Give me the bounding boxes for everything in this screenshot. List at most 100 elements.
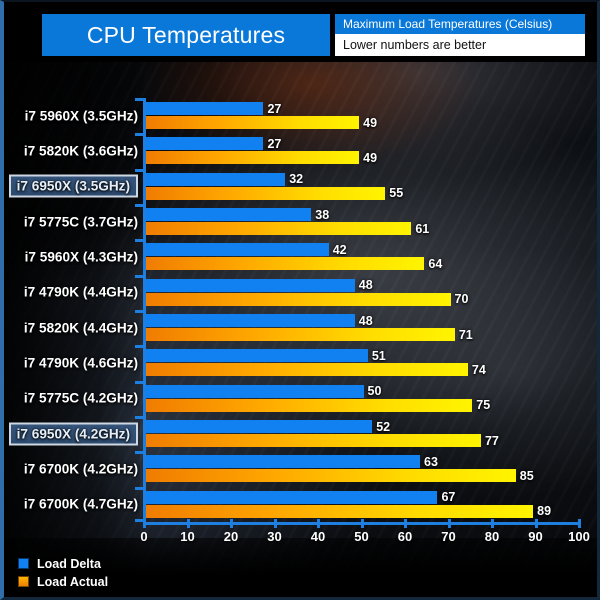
category-label: i7 5960X (4.3GHz) [24,249,138,265]
y-axis-tick [135,486,144,490]
bar-value-label: 48 [358,313,373,328]
x-axis-tick-label: 20 [223,529,239,544]
y-axis-tick [135,345,144,349]
chart-row: i7 5775C (3.7GHz) 38 61 [0,204,600,239]
bar-value-label: 75 [476,398,491,413]
y-axis-tick [135,168,144,172]
x-axis-tick [360,519,364,528]
bar-value-label: 77 [484,433,499,448]
bar-load-actual: 64 [146,257,442,271]
x-axis-tick [186,519,190,528]
x-axis-tick-label: 10 [180,529,195,544]
chart-subtitle: Maximum Load Temperatures (Celsius) [335,14,585,34]
bar-value-label: 63 [424,454,438,469]
legend-item: Load Delta [18,556,108,571]
x-axis-tick-label: 0 [140,529,148,544]
legend-item: Load Actual [18,574,108,589]
y-axis-tick [135,239,144,243]
category-label: i7 5960X (3.5GHz) [24,108,138,124]
bar-load-actual: 89 [146,504,551,518]
chart-row: i7 4790K (4.4GHz) 48 70 [0,275,600,310]
page-title: CPU Temperatures [42,14,330,56]
background-left-vignette [0,0,140,600]
x-axis-tick-label: 40 [310,529,326,544]
chart-row: i7 6700K (4.7GHz) 67 89 [0,487,600,522]
chart-row: i7 6950X (3.5GHz) 32 55 [0,169,600,204]
y-axis-tick [135,98,144,101]
bar-load-actual: 61 [146,222,429,236]
category-label: i7 4790K (4.6GHz) [23,355,138,371]
y-axis-tick [135,204,144,207]
bar-load-delta: 50 [146,384,381,398]
x-axis-tick-label: 90 [528,529,543,544]
y-axis-line [143,98,146,522]
bar-load-actual: 75 [146,398,490,412]
bar-load-delta: 38 [146,208,329,222]
bar-value-label: 61 [415,221,430,236]
legend-label: Load Delta [37,556,101,571]
bar-load-delta: 52 [146,420,390,434]
x-axis-tick [578,519,581,528]
chart-row: i7 5820K (3.6GHz) 27 49 [0,133,600,168]
bar-load-delta: 63 [146,455,438,469]
chart-row: i7 5820K (4.4GHz) 48 71 [0,310,600,345]
bar-load-delta: 32 [146,172,303,186]
x-axis-tick [491,519,494,528]
bar-value-label: 55 [389,186,404,201]
x-axis-tick [230,519,233,528]
bar-value-label: 51 [371,348,386,363]
x-axis-tick-label: 100 [568,529,590,544]
category-label: i7 5820K (4.4GHz) [23,320,138,336]
bar-load-delta: 27 [146,137,281,151]
bar-load-delta: 48 [146,314,373,328]
chart-row: i7 6950X (4.2GHz) 52 77 [0,416,600,451]
y-axis-tick [135,519,144,522]
plot-area: i7 5960X (3.5GHz) 27 49 i7 5820K (3.6GHz) 27… [0,98,600,522]
bar-value-label: 52 [376,419,391,434]
category-label: i7 6700K (4.2GHz) [23,461,138,477]
bar-load-delta: 42 [146,243,347,257]
bar-load-actual: 49 [146,116,377,130]
bar-value-label: 49 [363,150,378,165]
bar-load-actual: 49 [146,151,377,165]
bar-value-label: 67 [441,490,456,505]
legend-swatch-delta [18,558,29,569]
bar-value-label: 42 [332,242,347,257]
bar-value-label: 89 [537,504,552,519]
x-axis-tick-label: 60 [397,529,413,544]
background-bottom-mask [0,538,600,600]
x-axis-tick-label: 70 [441,529,456,544]
bar-load-actual: 55 [146,186,403,200]
bar-load-delta: 51 [146,349,386,363]
bar-value-label: 49 [363,115,378,130]
bar-value-label: 85 [519,468,534,483]
bar-load-delta: 48 [146,278,373,292]
bar-value-label: 70 [454,292,469,307]
y-axis-tick [135,380,144,384]
x-axis-tick-label: 80 [484,529,500,544]
chart-note: Lower numbers are better [335,34,585,56]
x-axis-tick [404,519,407,528]
bar-value-label: 48 [358,278,373,293]
bar-load-actual: 77 [146,434,499,448]
y-axis-tick [135,416,144,419]
bar-value-label: 74 [471,362,486,377]
bar-load-delta: 27 [146,102,281,116]
x-axis-tick-label: 50 [354,529,369,544]
bar-value-label: 38 [315,207,330,222]
bar-value-label: 27 [267,101,282,116]
legend-label: Load Actual [37,574,109,589]
category-label: i7 5775C (4.2GHz) [23,390,138,406]
bar-load-actual: 71 [146,328,473,342]
bar-value-label: 27 [267,136,282,151]
chart-row: i7 4790K (4.6GHz) 51 74 [0,345,600,380]
x-axis-tick [317,519,320,528]
y-axis-tick [135,310,144,313]
category-label: i7 5820K (3.6GHz) [23,143,138,159]
chart-row: i7 6700K (4.2GHz) 63 85 [0,451,600,486]
bar-load-actual: 70 [146,292,468,306]
category-label: i7 6950X (3.5GHz) [8,174,138,198]
bar-value-label: 64 [428,256,443,271]
category-label: i7 6950X (4.2GHz) [8,422,138,446]
